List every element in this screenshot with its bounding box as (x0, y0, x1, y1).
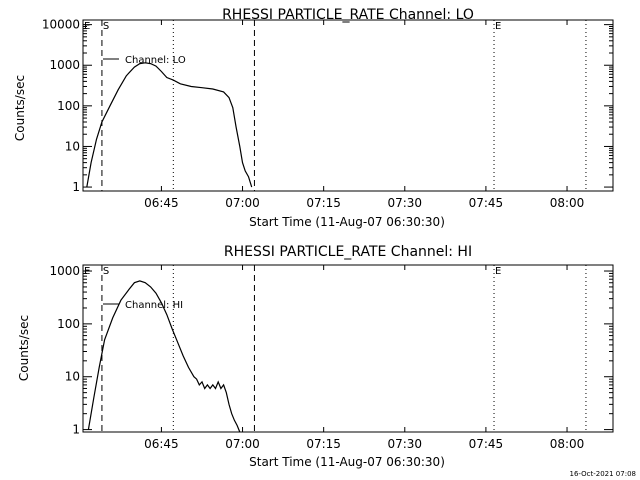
y-tick-label: 1 (72, 180, 80, 194)
chart-title: RHESSI PARTICLE_RATE Channel: LO (222, 7, 474, 23)
legend-label: Channel: HI (125, 300, 183, 311)
x-tick-label: 07:30 (387, 196, 422, 210)
plot-overlay: E S E 06:45 07:00 07:15 07:30 07:45 08:00 1 10 100 1… (42, 18, 614, 210)
y-tick-label: 10000 (42, 18, 80, 32)
y-axis-label: Counts/sec (17, 315, 31, 381)
series-line (87, 280, 241, 433)
y-tick-label: 1000 (49, 58, 80, 72)
marker-label: E (495, 21, 501, 32)
plot-frame (82, 264, 614, 433)
y-tick-label: 1 (72, 423, 80, 437)
x-tick-label: 08:00 (550, 196, 585, 210)
panel-hi: RHESSI PARTICLE_RATE Channel: HI Counts/… (17, 244, 614, 469)
x-tick-label: 07:30 (387, 437, 422, 451)
marker-label: E (495, 266, 501, 277)
x-tick-label: 07:00 (225, 196, 260, 210)
marker-label: E (84, 21, 90, 32)
y-tick-label: 10 (65, 139, 80, 153)
panel-lo: RHESSI PARTICLE_RATE Channel: LO Counts/… (13, 7, 614, 229)
y-axis-label: Counts/sec (13, 75, 27, 141)
x-tick-label: 08:00 (550, 437, 585, 451)
marker-label: S (103, 266, 109, 277)
legend-label: Channel: LO (125, 55, 186, 66)
y-tick-label: 100 (57, 317, 80, 331)
x-tick-label: 07:15 (306, 437, 341, 451)
x-axis-label: Start Time (11-Aug-07 06:30:30) (249, 215, 445, 229)
x-tick-label: 07:45 (469, 437, 504, 451)
y-tick-label: 1000 (49, 264, 80, 278)
x-tick-label: 07:45 (469, 196, 504, 210)
marker-label: S (103, 21, 109, 32)
chart-title: RHESSI PARTICLE_RATE Channel: HI (224, 244, 472, 260)
y-tick-label: 10 (65, 370, 80, 384)
y-tick-label: 100 (57, 99, 80, 113)
x-axis-label: Start Time (11-Aug-07 06:30:30) (249, 455, 445, 469)
x-tick-label: 06:45 (144, 196, 179, 210)
series-line (86, 62, 253, 188)
x-tick-label: 07:00 (225, 437, 260, 451)
x-tick-label: 06:45 (144, 437, 179, 451)
footer-timestamp: 16-Oct-2021 07:08 (570, 470, 636, 478)
plot-overlay: ESE06:4507:0007:1507:3007:4508:001101001… (49, 264, 614, 451)
x-tick-label: 07:15 (306, 196, 341, 210)
